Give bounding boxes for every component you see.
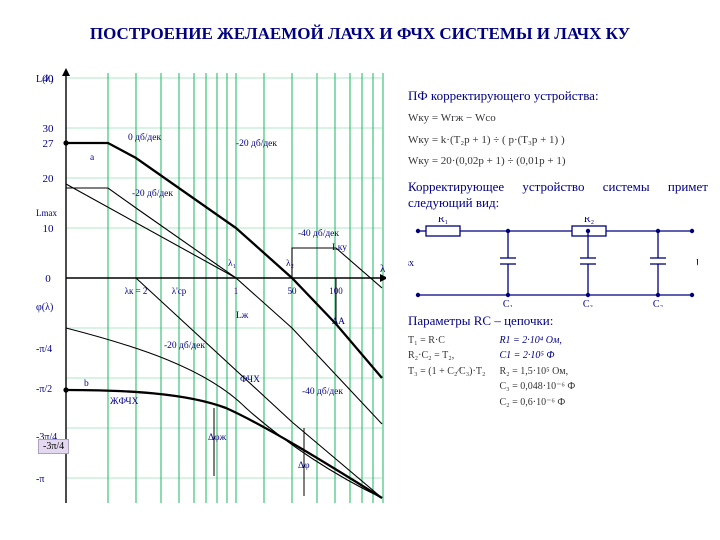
- svg-text:R₂: R₂: [584, 217, 594, 225]
- svg-text:φ(λ): φ(λ): [36, 302, 53, 313]
- svg-text:-20 дб/дек: -20 дб/дек: [236, 138, 277, 149]
- svg-text:R₁: R₁: [438, 217, 448, 225]
- svg-text:Δφж: Δφж: [208, 433, 227, 443]
- svg-text:ФЧХ: ФЧХ: [240, 375, 260, 385]
- svg-text:50: 50: [288, 286, 298, 296]
- svg-text:ЖФЧХ: ЖФЧХ: [110, 397, 139, 407]
- params-left: T₁ = R·C R₂·C₂ = T₂, T₃ = (1 + C₂⁄C₃)·T₂: [408, 333, 485, 411]
- bode-plot: L(λ)Lmax40302720100φ(λ)-π/4-π/2-3π/4-πλк…: [36, 68, 386, 508]
- svg-text:-40 дб/дек: -40 дб/дек: [298, 228, 339, 239]
- svg-text:20: 20: [43, 173, 55, 185]
- svg-text:Δφ: Δφ: [298, 461, 310, 471]
- svg-text:0: 0: [45, 273, 51, 285]
- device-text: Корректирующее устройство системы примет…: [408, 179, 708, 211]
- svg-text:0 дб/дек: 0 дб/дек: [128, 132, 161, 143]
- param-r-3: R₂ = 1,5·10⁵ Ом,: [499, 364, 575, 380]
- right-column: ПФ корректирующего устройства: Wку = Wгж…: [408, 88, 708, 410]
- svg-text:40: 40: [43, 73, 55, 85]
- svg-text:λ₂: λ₂: [286, 259, 294, 269]
- svg-text:1: 1: [234, 286, 239, 296]
- svg-text:C₁: C₁: [503, 299, 513, 307]
- svg-text:Lmax: Lmax: [36, 208, 57, 218]
- pf-heading: ПФ корректирующего устройства:: [408, 88, 708, 104]
- params-right: R1 = 2·10⁴ Ом, C1 = 2·10⁵ Ф R₂ = 1,5·10⁵…: [499, 333, 575, 411]
- svg-text:Uвых: Uвых: [696, 258, 698, 269]
- eq-1: Wку = Wгж − Wсо: [408, 110, 708, 128]
- svg-text:λ: λ: [380, 263, 386, 275]
- svg-text:30: 30: [43, 123, 55, 135]
- svg-text:Lж: Lж: [236, 311, 249, 321]
- param-r-4: C₃ = 0,048·10⁻⁶ Ф: [499, 379, 575, 395]
- param-l-3: T₃ = (1 + C₂⁄C₃)·T₂: [408, 364, 485, 380]
- svg-text:a: a: [90, 153, 95, 163]
- svg-text:27: 27: [43, 138, 55, 150]
- nav-marker: -3π/4: [38, 439, 69, 454]
- svg-text:-π: -π: [36, 474, 44, 485]
- svg-text:-π/4: -π/4: [36, 344, 52, 355]
- svg-text:-40 дб/дек: -40 дб/дек: [302, 386, 343, 397]
- svg-text:Lку: Lку: [332, 243, 347, 253]
- param-r-5: C₂ = 0,6·10⁻⁶ Ф: [499, 395, 575, 411]
- page-title: ПОСТРОЕНИЕ ЖЕЛАЕМОЙ ЛАЧХ И ФЧХ СИСТЕМЫ И…: [0, 24, 720, 44]
- svg-text:-20 дб/дек: -20 дб/дек: [132, 188, 173, 199]
- param-r-2: C1 = 2·10⁵ Ф: [499, 348, 575, 364]
- svg-text:-20 дб/дек: -20 дб/дек: [164, 340, 205, 351]
- eq-3: Wку = 20·(0,02p + 1) ÷ (0,01p + 1): [408, 153, 708, 171]
- svg-text:λ₁: λ₁: [228, 259, 236, 269]
- params-heading: Параметры RC – цепочки:: [408, 313, 708, 329]
- svg-text:λк = 2: λк = 2: [125, 286, 148, 296]
- param-l-1: T₁ = R·C: [408, 333, 485, 349]
- eq-2: Wку = k·(T₂p + 1) ÷ ( p·(T₃p + 1) ): [408, 132, 708, 150]
- svg-text:C₃: C₃: [583, 299, 593, 307]
- svg-text:10: 10: [43, 223, 55, 235]
- svg-text:b: b: [84, 379, 89, 389]
- svg-text:ΔA: ΔA: [332, 317, 345, 327]
- svg-text:Uвх: Uвх: [408, 258, 414, 269]
- params-block: Параметры RC – цепочки: T₁ = R·C R₂·C₂ =…: [408, 313, 708, 411]
- svg-text:-π/2: -π/2: [36, 384, 52, 395]
- rc-circuit: R₁ R₂ C₁ C₃ C₂ Uвх Uвых: [408, 217, 698, 307]
- svg-text:λ'ср: λ'ср: [172, 286, 187, 296]
- svg-text:C₂: C₂: [653, 299, 663, 307]
- param-r-1: R1 = 2·10⁴ Ом,: [499, 333, 575, 349]
- param-l-2: R₂·C₂ = T₂,: [408, 348, 485, 364]
